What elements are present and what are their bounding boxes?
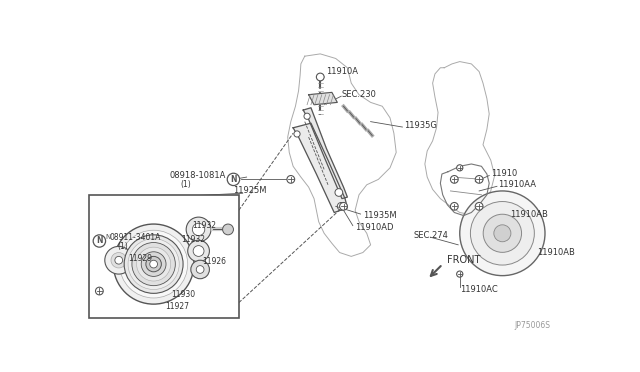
Circle shape — [115, 256, 123, 264]
Text: 08918-1081A: 08918-1081A — [169, 171, 225, 180]
Circle shape — [304, 113, 310, 119]
Circle shape — [223, 224, 234, 235]
Text: N: N — [96, 237, 102, 246]
Text: 08911-3401A: 08911-3401A — [109, 232, 161, 242]
Circle shape — [93, 235, 106, 247]
Text: 11927: 11927 — [165, 302, 189, 311]
Circle shape — [457, 165, 463, 171]
Text: 11935G: 11935G — [404, 121, 437, 130]
Text: SEC.274: SEC.274 — [413, 231, 448, 240]
Circle shape — [186, 217, 211, 242]
Circle shape — [451, 202, 458, 210]
Text: SEC.230: SEC.230 — [342, 90, 377, 99]
Text: N: N — [230, 175, 237, 184]
Text: N: N — [105, 234, 111, 240]
Circle shape — [335, 189, 343, 196]
Circle shape — [136, 247, 171, 281]
Text: 11910AC: 11910AC — [460, 285, 497, 294]
Text: 11910AD: 11910AD — [355, 224, 394, 232]
Circle shape — [337, 202, 345, 210]
Circle shape — [150, 260, 157, 268]
Text: FRONT: FRONT — [447, 255, 480, 265]
Text: 11935M: 11935M — [363, 211, 397, 220]
Circle shape — [476, 176, 483, 183]
Circle shape — [128, 239, 179, 289]
Text: JP75006S: JP75006S — [514, 321, 550, 330]
Text: 11910AA: 11910AA — [499, 180, 536, 189]
Circle shape — [124, 235, 183, 294]
Text: 11910: 11910 — [491, 170, 517, 179]
Circle shape — [120, 230, 188, 298]
Circle shape — [294, 131, 300, 137]
Circle shape — [196, 266, 204, 273]
Circle shape — [476, 202, 483, 210]
Circle shape — [111, 253, 127, 268]
Circle shape — [191, 260, 209, 279]
Circle shape — [483, 214, 522, 252]
Text: 11910AB: 11910AB — [537, 248, 575, 257]
Text: 11926: 11926 — [202, 257, 227, 266]
Circle shape — [113, 224, 194, 304]
Text: 11932: 11932 — [193, 221, 216, 230]
Text: (1): (1) — [117, 242, 128, 251]
Text: 11910AB: 11910AB — [510, 209, 548, 218]
Polygon shape — [293, 123, 348, 212]
Circle shape — [193, 246, 204, 256]
Circle shape — [287, 176, 294, 183]
Circle shape — [340, 202, 348, 210]
Circle shape — [460, 191, 545, 276]
Circle shape — [494, 225, 511, 242]
Circle shape — [470, 202, 534, 265]
Text: 11925M: 11925M — [234, 186, 267, 195]
Circle shape — [105, 246, 132, 274]
Circle shape — [188, 240, 209, 262]
Text: 11929: 11929 — [128, 254, 152, 263]
Circle shape — [132, 243, 175, 286]
Circle shape — [141, 252, 166, 276]
Text: (1): (1) — [180, 180, 191, 189]
Text: 11932: 11932 — [180, 235, 205, 244]
Text: 11930: 11930 — [172, 291, 196, 299]
Circle shape — [457, 271, 463, 277]
Text: 11910A: 11910A — [326, 67, 358, 76]
Circle shape — [227, 173, 239, 186]
Circle shape — [146, 256, 161, 272]
Polygon shape — [303, 108, 348, 199]
Circle shape — [95, 287, 103, 295]
Circle shape — [451, 176, 458, 183]
Bar — [90, 195, 239, 318]
Polygon shape — [308, 92, 337, 105]
Circle shape — [316, 73, 324, 81]
Circle shape — [193, 223, 205, 235]
